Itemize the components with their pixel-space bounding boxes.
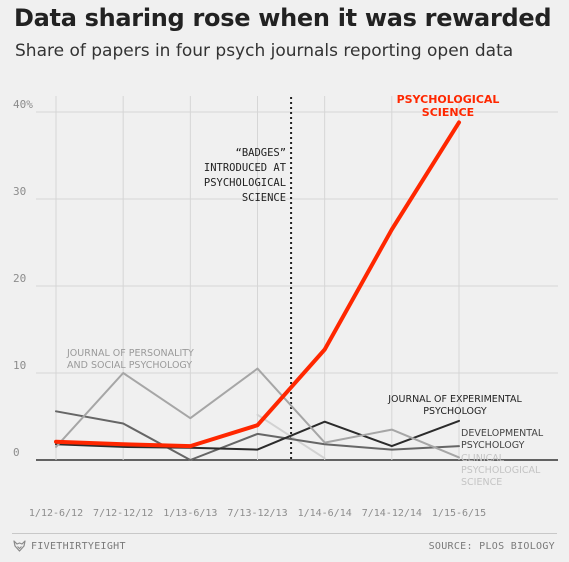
- series-line: [55, 410, 460, 461]
- x-tick-label: 1/15-6/15: [432, 508, 486, 519]
- badges-annotation: INTRODUCED AT: [204, 162, 287, 174]
- series-line: [54, 120, 461, 449]
- series-line: [55, 419, 460, 451]
- x-tick-label: 1/13-6/13: [163, 508, 217, 519]
- series-label-psychological-science: SCIENCE: [422, 106, 474, 119]
- y-tick-label: 40%: [13, 98, 33, 111]
- x-tick-label: 7/14-12/14: [362, 508, 422, 519]
- y-tick-label: 10: [13, 359, 26, 372]
- x-tick-label: 7/13-12/13: [227, 508, 287, 519]
- series-label-developmental: DEVELOPMENTAL: [461, 428, 544, 439]
- chart-title: Data sharing rose when it was rewarded: [14, 4, 552, 32]
- y-tick-label: 0: [13, 446, 20, 459]
- series-label-jep: JOURNAL OF EXPERIMENTAL: [387, 394, 522, 405]
- footer-divider: [12, 533, 557, 534]
- series-label-developmental: PSYCHOLOGY: [461, 440, 525, 451]
- source-note: SOURCE: PLOS BIOLOGY: [428, 541, 555, 552]
- series-label-clinical: PSYCHOLOGICAL: [461, 465, 541, 476]
- series-label-psychological-science: PSYCHOLOGICAL: [397, 93, 500, 106]
- brand-logo: FIVETHIRTYEIGHT: [13, 540, 126, 552]
- series-label-jpsp: JOURNAL OF PERSONALITY: [66, 348, 194, 359]
- badges-annotation: SCIENCE: [242, 192, 286, 204]
- y-tick-label: 20: [13, 272, 26, 285]
- series-label-clinical: CLINICAL: [461, 453, 505, 464]
- series-label-jep: PSYCHOLOGY: [423, 406, 487, 417]
- series-label-clinical: SCIENCE: [461, 477, 502, 488]
- fivethirtyeight-fox-icon: [13, 540, 26, 552]
- brand-name: FIVETHIRTYEIGHT: [31, 540, 126, 552]
- x-tick-label: 1/12-6/12: [29, 508, 83, 519]
- chart-subtitle: Share of papers in four psych journals r…: [15, 41, 514, 61]
- badges-annotation: PSYCHOLOGICAL: [204, 177, 286, 189]
- badges-annotation: “BADGES”: [236, 147, 287, 159]
- series-line: [55, 367, 460, 459]
- y-tick-label: 30: [13, 185, 26, 198]
- series-label-jpsp: AND SOCIAL PSYCHOLOGY: [67, 360, 192, 371]
- x-tick-label: 1/14-6/14: [298, 508, 352, 519]
- line-chart: 0 10 20 30 40% 1/12-6/12 7/12-12/12 1/13-6/13 7/…: [13, 93, 558, 519]
- x-tick-label: 7/12-12/12: [93, 508, 153, 519]
